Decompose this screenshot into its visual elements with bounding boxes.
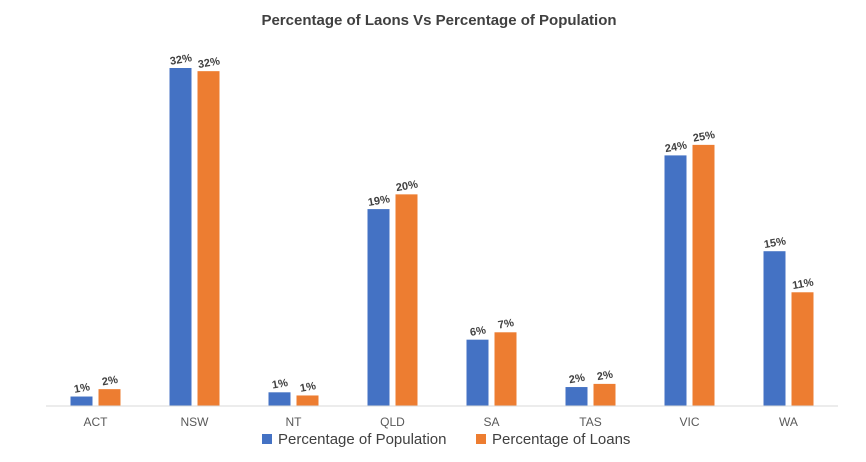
data-label-sa-loans: 7%: [497, 317, 515, 332]
bar-sa-population: [466, 339, 489, 406]
data-label-wa-loans: 11%: [791, 277, 814, 293]
bar-qld-loans: [395, 194, 418, 406]
category-label-wa: WA: [779, 415, 798, 429]
data-label-qld-population: 19%: [367, 193, 391, 209]
category-label-qld: QLD: [380, 415, 405, 429]
data-label-act-loans: 2%: [101, 374, 119, 389]
data-label-nt-population: 1%: [271, 377, 289, 392]
legend-swatch-population: [262, 434, 272, 444]
category-label-nsw: NSW: [181, 415, 210, 429]
data-label-vic-population: 24%: [664, 140, 688, 156]
bar-nt-loans: [296, 395, 319, 406]
bar-sa-loans: [494, 332, 517, 406]
legend-swatch-loans: [476, 434, 486, 444]
bar-qld-population: [367, 209, 390, 406]
bar-nt-population: [268, 392, 291, 406]
data-label-tas-population: 2%: [568, 372, 586, 387]
data-label-vic-loans: 25%: [692, 129, 716, 145]
legend-label-loans: Percentage of Loans: [492, 431, 630, 448]
legend: Percentage of Population Percentage of Lo…: [262, 431, 630, 448]
bar-nsw-population: [169, 68, 192, 406]
bar-wa-loans: [791, 292, 814, 406]
data-label-qld-loans: 20%: [395, 179, 419, 195]
category-label-sa: SA: [483, 415, 499, 429]
data-label-nsw-loans: 32%: [197, 55, 221, 71]
legend-label-population: Percentage of Population: [278, 431, 446, 448]
bar-tas-loans: [593, 383, 616, 406]
data-label-sa-population: 6%: [469, 324, 487, 339]
category-labels-group: ACT NSW NT QLD SA TAS VIC WA: [84, 415, 798, 429]
category-label-tas: TAS: [579, 415, 601, 429]
bars-group: [70, 68, 814, 406]
data-label-wa-population: 15%: [763, 235, 787, 251]
bar-wa-population: [763, 251, 786, 406]
category-label-act: ACT: [84, 415, 109, 429]
data-label-act-population: 1%: [73, 381, 91, 396]
data-labels-group: 1% 2% 32% 32% 1% 1% 19%20% 6% 7% 2% 2% 24%25% 15% 11%: [73, 52, 815, 396]
category-label-vic: VIC: [679, 415, 699, 429]
bar-act-loans: [98, 389, 121, 406]
data-label-nt-loans: 1%: [299, 380, 317, 395]
category-label-nt: NT: [286, 415, 303, 429]
bar-vic-population: [664, 155, 687, 406]
data-label-tas-loans: 2%: [596, 369, 614, 384]
chart-title: Percentage of Laons Vs Percentage of Pop…: [261, 12, 616, 29]
bar-nsw-loans: [197, 71, 220, 406]
data-label-nsw-population: 32%: [169, 52, 193, 68]
bar-tas-population: [565, 387, 588, 406]
bar-act-population: [70, 396, 93, 406]
bar-vic-loans: [692, 144, 715, 406]
